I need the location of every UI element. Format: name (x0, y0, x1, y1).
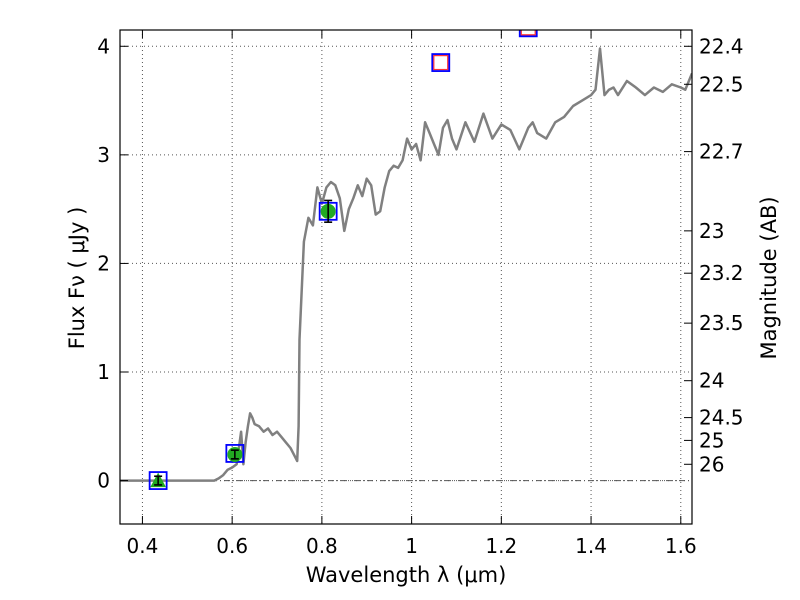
y-ticks: 0 1 2 3 4 (97, 34, 128, 493)
y-tick-label: 4 (97, 34, 110, 58)
model-photometry-marker (518, 30, 538, 38)
model-photometry-marker (148, 471, 168, 490)
y-tick-label: 2 (97, 251, 110, 275)
series-group (120, 47, 692, 482)
x-tick-label: 0.6 (216, 534, 248, 558)
x-tick-label: 1 (405, 534, 418, 558)
right-tick-label: 26 (699, 452, 724, 476)
right-tick-label: 22.4 (699, 34, 744, 58)
right-tick-label: 25 (699, 428, 724, 452)
x-axis-label: Wavelength λ (μm) (306, 563, 507, 587)
x-tick-label: 1.6 (665, 534, 697, 558)
x-ticks: 0.4 0.6 0.8 1 1.2 1.4 1.6 (127, 30, 697, 558)
plot-background (120, 30, 692, 524)
right-tick-label: 23.2 (699, 261, 744, 285)
right-axis-label: Magnitude (AB) (757, 196, 781, 359)
right-tick-label: 24 (699, 369, 724, 393)
y-tick-label: 0 (97, 469, 110, 493)
right-tick-label: 24.5 (699, 406, 744, 430)
y-tick-label: 3 (97, 143, 110, 167)
x-tick-label: 1.2 (485, 534, 517, 558)
right-tick-label: 22.5 (699, 72, 744, 96)
y-axis-label: Flux Fν ( μJy ) (65, 207, 89, 350)
plot-frame (119, 29, 693, 525)
model-spectrum-line (120, 47, 692, 482)
x-tick-label: 1.4 (575, 534, 607, 558)
right-tick-label: 23.5 (699, 311, 744, 335)
model-photometry-marker (431, 53, 451, 72)
right-tick-label: 22.7 (699, 140, 744, 164)
grid (120, 30, 692, 524)
x-tick-label: 0.4 (127, 534, 159, 558)
upper-limit-marker (520, 30, 536, 36)
y-tick-label: 1 (97, 360, 110, 384)
x-tick-label: 0.8 (306, 534, 338, 558)
markers-group (148, 30, 538, 490)
upper-limit-marker (433, 54, 449, 71)
right-tick-label: 23 (699, 219, 724, 243)
